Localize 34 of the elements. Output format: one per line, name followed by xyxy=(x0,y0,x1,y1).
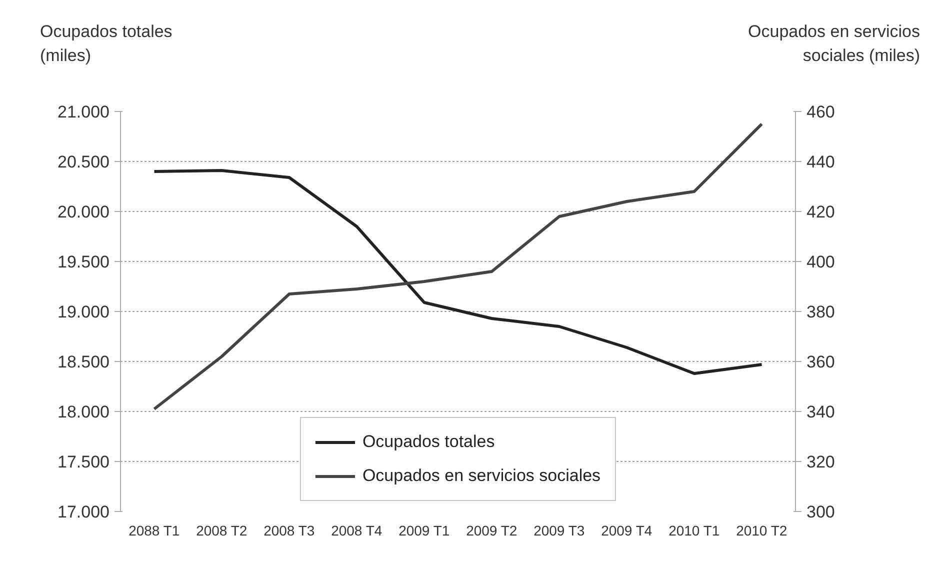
y2-tick-label: 340 xyxy=(806,402,835,422)
y2-tick-label: 440 xyxy=(806,152,835,172)
line-series xyxy=(152,122,764,410)
y2-tick-label: 320 xyxy=(806,452,835,472)
y-tick-label: 19.500 xyxy=(58,252,110,272)
legend-label: Ocupados totales xyxy=(362,432,495,452)
y-tick-label: 20.000 xyxy=(58,202,110,222)
y2-tick-label: 400 xyxy=(806,252,835,272)
x-tick-label: 2010 T2 xyxy=(736,522,788,538)
legend-label: Ocupados en servicios sociales xyxy=(362,466,601,486)
x-tick-label: 2010 T1 xyxy=(668,522,720,538)
y2-tick-label: 460 xyxy=(806,102,835,122)
x-tick-label: 2008 T3 xyxy=(264,522,315,538)
y-tick-label: 18.500 xyxy=(58,352,110,372)
y-tick-label: 17.500 xyxy=(58,452,110,472)
y-tick-label: 18.000 xyxy=(58,402,110,422)
y-tick-label: 19.000 xyxy=(58,302,110,322)
x-tick-label: 2009 T1 xyxy=(398,522,450,538)
x-tick-label: 2008 T2 xyxy=(196,522,248,538)
x-tick-label: 2009 T4 xyxy=(601,522,652,538)
y2-tick-label: 360 xyxy=(806,352,835,372)
y2-tick-label: 420 xyxy=(806,202,835,222)
line-series xyxy=(152,169,764,375)
x-tick-label: 2009 T3 xyxy=(534,522,585,538)
y2-axis-title: Ocupados en servicios sociales (miles) xyxy=(748,21,920,67)
y-tick-label: 17.000 xyxy=(58,502,110,522)
y-tick-label: 21.000 xyxy=(58,102,110,122)
x-tick-label: 2008 T4 xyxy=(331,522,382,538)
y2-tick-label: 380 xyxy=(806,302,835,322)
y2-tick-label: 300 xyxy=(806,502,835,522)
y-axis-title: Ocupados totales (miles) xyxy=(40,21,172,67)
x-tick-label: 2088 T1 xyxy=(128,522,180,538)
x-tick-label: 2009 T2 xyxy=(466,522,518,538)
y-tick-label: 20.500 xyxy=(58,152,110,172)
